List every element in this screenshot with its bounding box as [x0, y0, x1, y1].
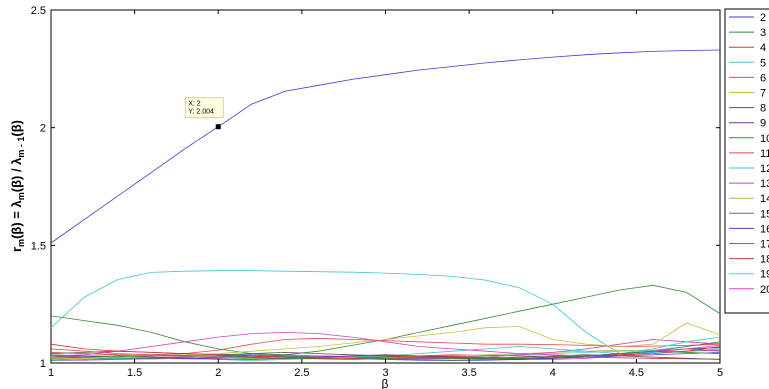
datatip-marker[interactable]	[215, 124, 221, 130]
datatip-x-text: X: 2	[188, 101, 201, 108]
y-ticks: 1 1.5 2 2.5	[31, 5, 720, 370]
series-line-5	[50, 270, 721, 355]
x-tick-label: 4.5	[629, 367, 644, 379]
legend-label-10: 10	[760, 133, 769, 145]
x-tick-label: 3.5	[461, 367, 476, 379]
y-tick-label: 2	[40, 123, 46, 135]
y-axis-label: rm(β) = λm(β) / λm - 1(β)	[9, 120, 26, 252]
y-label-mid: (β) = λ	[9, 200, 24, 239]
datatip-y-text: Y: 2.004	[188, 109, 214, 116]
x-axis-label: β	[382, 377, 389, 389]
x-ticks: 1 1.5 2 2.5 3 3.5 4 4.5 5	[48, 10, 723, 379]
legend-label-17: 17	[760, 239, 769, 251]
y-label-sub-m2: m	[16, 192, 26, 200]
y-tick-label: 1.5	[31, 240, 46, 252]
legend-label-19: 19	[760, 269, 769, 281]
legend-label-18: 18	[760, 254, 769, 266]
x-tick-label: 1.5	[127, 367, 142, 379]
legend-label-14: 14	[760, 193, 769, 205]
legend-label-3: 3	[760, 27, 766, 39]
x-tick-label: 4	[550, 367, 556, 379]
legend-label-16: 16	[760, 223, 769, 235]
legend-label-13: 13	[760, 178, 769, 190]
legend-label-6: 6	[760, 72, 766, 84]
legend-label-4: 4	[760, 42, 766, 54]
legend-label-9: 9	[760, 118, 766, 130]
legend-label-11: 11	[760, 148, 769, 160]
y-label-tail: (β)	[9, 120, 24, 137]
datatip-box	[184, 97, 224, 119]
y-label-sub-m: m	[16, 239, 26, 247]
y-label-sub-m1: m - 1	[16, 137, 26, 158]
y-tick-label: 1	[40, 358, 46, 370]
x-tick-label: 5	[717, 367, 723, 379]
x-tick-label: 3	[382, 367, 388, 379]
y-label-mid2: (β) / λ	[9, 157, 24, 192]
datatip[interactable]: X: 2 Y: 2.004	[184, 97, 224, 130]
y-tick-label: 2.5	[31, 5, 46, 17]
legend-label-7: 7	[760, 88, 766, 100]
x-tick-label: 1	[48, 367, 54, 379]
x-tick-label: 2.5	[294, 367, 309, 379]
legend: 2 3 4 5 6 7 8 9 10 11 12 13 14 15 16 17 18 19 20	[724, 8, 769, 314]
series-line-2	[50, 49, 721, 244]
legend-label-2: 2	[760, 12, 766, 24]
legend-label-5: 5	[760, 57, 766, 69]
series-line-4	[50, 343, 721, 359]
legend-label-15: 15	[760, 208, 769, 220]
legend-label-8: 8	[760, 103, 766, 115]
y-label-r: r	[9, 247, 24, 252]
plot-area	[50, 9, 721, 364]
legend-box	[724, 8, 769, 314]
legend-label-12: 12	[760, 163, 769, 175]
legend-label-20: 20	[760, 284, 769, 296]
series-line-3	[50, 350, 721, 360]
series-layer	[50, 49, 721, 362]
x-tick-label: 2	[215, 367, 221, 379]
legend-items: 2 3 4 5 6 7 8 9 10 11 12 13 14 15 16 17 18 19 20	[729, 12, 769, 296]
